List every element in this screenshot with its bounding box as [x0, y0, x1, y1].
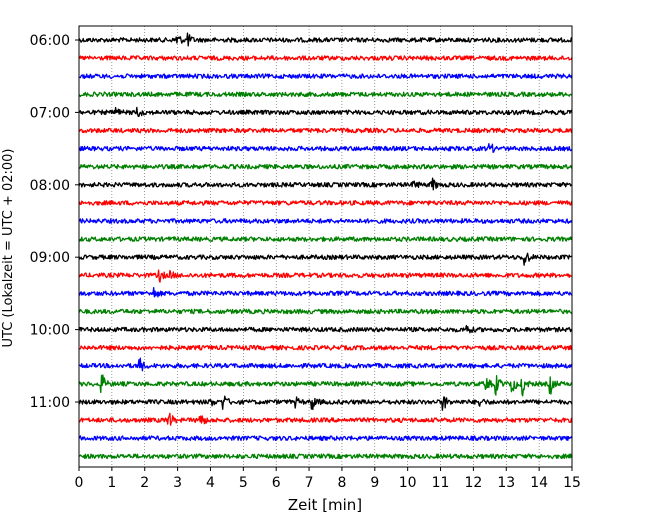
x-tick-label: 13	[497, 475, 515, 491]
x-tick-label: 15	[563, 475, 581, 491]
trace-0945	[79, 308, 573, 315]
x-tick-label: 0	[75, 475, 84, 491]
trace-0645	[78, 91, 573, 98]
x-tick-label: 8	[337, 475, 346, 491]
y-tick-label: 10:00	[30, 323, 70, 339]
trace-0630	[78, 73, 573, 80]
trace-1100	[78, 395, 573, 411]
x-tick-label: 5	[239, 475, 248, 491]
x-tick-label: 2	[140, 475, 149, 491]
y-tick-label: 06:00	[30, 33, 70, 49]
trace-0930	[78, 287, 573, 298]
trace-0715	[78, 127, 573, 134]
x-axis-title: Zeit [min]	[288, 496, 362, 514]
x-tick-label: 12	[464, 475, 482, 491]
trace-0900	[78, 252, 573, 266]
trace-0845	[78, 236, 573, 242]
x-tick-label: 4	[206, 475, 215, 491]
y-tick-label: 09:00	[30, 250, 70, 266]
trace-0800	[78, 177, 573, 191]
trace-1145	[78, 453, 573, 460]
x-tick-label: 6	[272, 475, 281, 491]
x-axis-ticks: 0 1 2 3 4 5 6 7 8 9 10 11 12 13 14 15	[75, 467, 581, 491]
x-tick-label: 10	[399, 475, 417, 491]
trace-0745	[78, 163, 573, 170]
x-tick-label: 11	[432, 475, 450, 491]
y-tick-label: 07:00	[30, 105, 70, 121]
trace-1030	[78, 357, 573, 372]
trace-0700	[78, 106, 573, 118]
trace-0830	[78, 218, 573, 224]
trace-1045	[78, 374, 573, 397]
trace-1130	[78, 435, 573, 442]
y-axis-title: UTC (Lokalzeit = UTC + 02:00)	[1, 149, 16, 348]
seismic-traces	[78, 32, 573, 460]
trace-0730	[78, 143, 573, 153]
x-tick-label: 14	[530, 475, 548, 491]
plot-frame	[78, 25, 573, 468]
trace-0915	[78, 269, 573, 283]
trace-0600	[78, 32, 572, 47]
x-tick-label: 3	[173, 475, 182, 491]
y-tick-label: 11:00	[30, 395, 70, 411]
y-axis-ticks: 06:00 07:00 08:00 09:00 10:00 11:00	[30, 33, 79, 411]
x-tick-label: 1	[107, 475, 116, 491]
trace-1015	[78, 344, 573, 351]
trace-0615	[78, 55, 573, 61]
x-tick-label: 9	[370, 475, 379, 491]
trace-1000	[78, 324, 573, 334]
y-tick-label: 08:00	[30, 178, 70, 194]
x-tick-label: 7	[305, 475, 314, 491]
trace-1115	[78, 412, 573, 426]
trace-0815	[78, 200, 573, 206]
